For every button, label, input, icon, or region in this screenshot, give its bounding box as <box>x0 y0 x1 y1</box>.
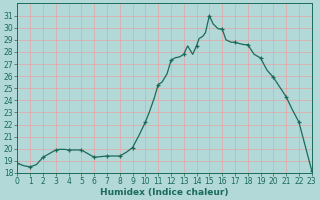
X-axis label: Humidex (Indice chaleur): Humidex (Indice chaleur) <box>100 188 229 197</box>
